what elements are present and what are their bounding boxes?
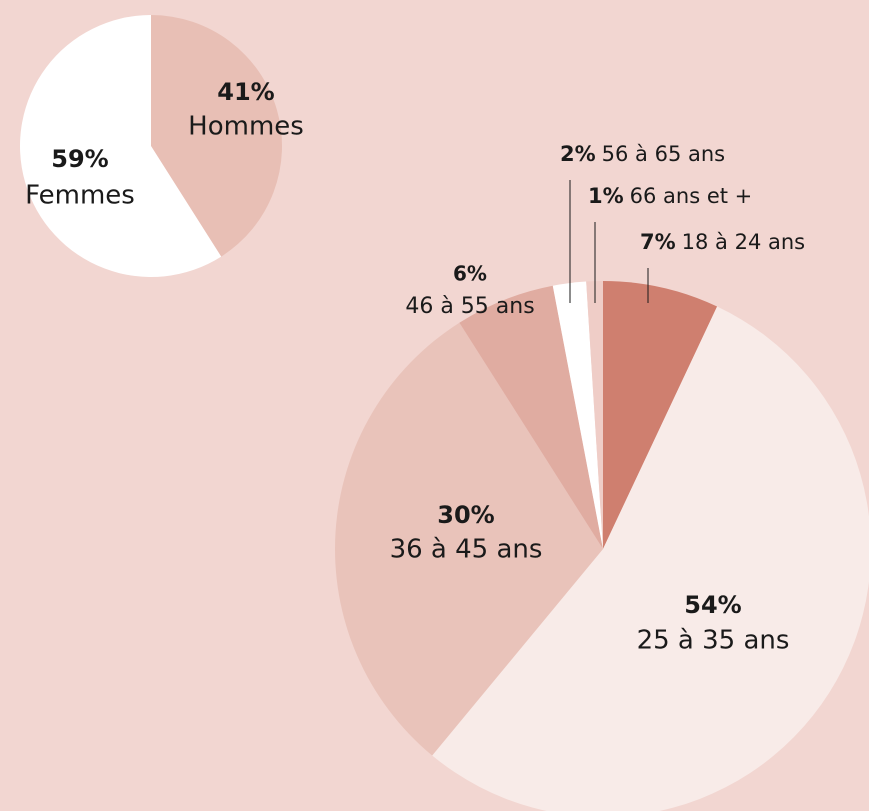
slice-label-group: 2% 56 à 65 ans [560, 142, 725, 166]
pie-slice [459, 285, 603, 549]
value-label: 1% [588, 184, 624, 208]
slice-label: Femmes [25, 181, 135, 211]
slice-label: 66 ans et + [630, 184, 753, 208]
slice-label: 18 à 24 ans [682, 230, 805, 254]
value-label: 30% [437, 501, 494, 529]
slice-label: 46 à 55 ans [405, 294, 534, 319]
slice-label: 56 à 65 ans [602, 142, 725, 166]
pie-slice [432, 306, 869, 811]
slice-label-group: 7% 18 à 24 ans [640, 230, 805, 254]
pie-slice [586, 281, 603, 549]
pie-slice [19, 15, 222, 278]
value-label: 54% [684, 591, 741, 619]
slice-label-group: 1% 66 ans et + [588, 184, 752, 208]
slice-label: 25 à 35 ans [637, 626, 790, 656]
slice-label: 36 à 45 ans [390, 535, 543, 565]
value-label: 59% [51, 145, 108, 173]
pie-slice [552, 281, 603, 549]
value-label: 7% [640, 230, 676, 254]
pie-slice [151, 15, 282, 257]
slice-label: Hommes [188, 112, 304, 142]
pie-slice [335, 322, 603, 756]
value-label: 2% [560, 142, 596, 166]
value-label: 41% [217, 78, 274, 106]
pie-slice [603, 281, 718, 549]
value-label: 6% [453, 262, 487, 286]
